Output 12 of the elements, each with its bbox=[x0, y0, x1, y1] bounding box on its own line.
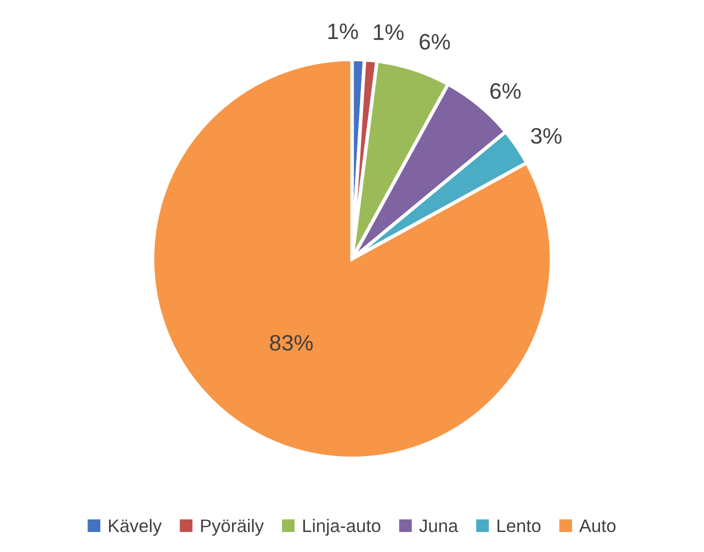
data-label: 1% bbox=[328, 24, 358, 40]
data-label: 83% bbox=[270, 334, 313, 351]
legend-label: Auto bbox=[579, 520, 616, 532]
legend-label: Lento bbox=[498, 520, 540, 532]
data-label: 6% bbox=[490, 83, 521, 99]
data-label: 6% bbox=[420, 34, 450, 50]
legend-label: Linja-auto bbox=[303, 518, 380, 536]
data-label: 3% bbox=[531, 128, 562, 144]
legend-label: Kävely bbox=[109, 518, 162, 536]
legend-label: Pyöräily bbox=[201, 518, 264, 536]
data-label: 1% bbox=[374, 24, 404, 40]
legend-label: Juna bbox=[419, 520, 458, 532]
